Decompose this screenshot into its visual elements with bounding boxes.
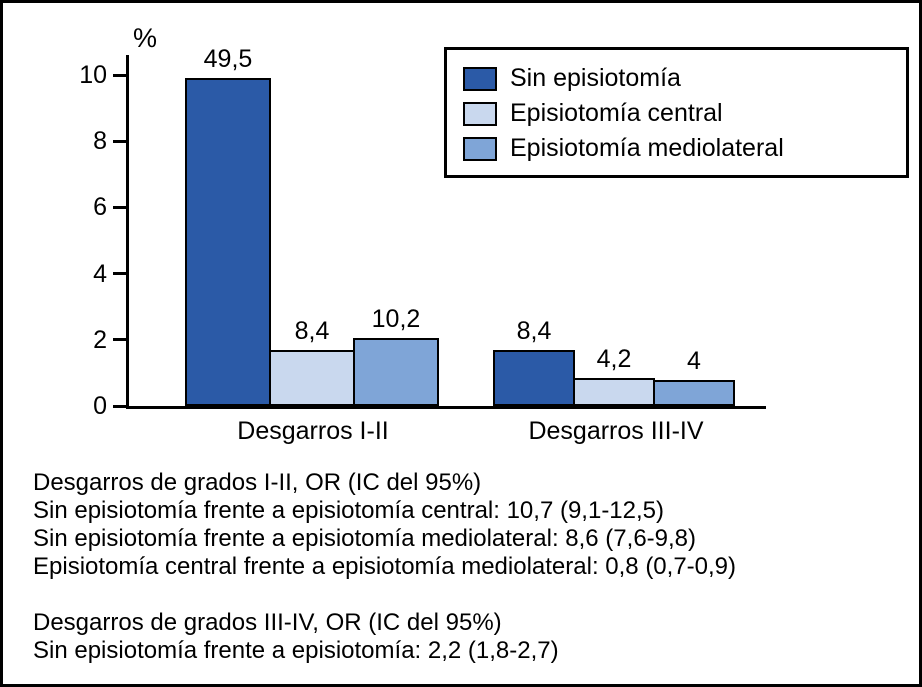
y-axis-unit-label: % xyxy=(133,23,158,53)
y-tick-label: 10 xyxy=(79,61,107,89)
footnote-line xyxy=(33,581,736,609)
bar-sin-episiotomia-desgarros-i-ii xyxy=(185,78,271,406)
bar-episiotomia-central-desgarros-i-ii xyxy=(269,350,355,406)
footnote-line: Desgarros de grados III-IV, OR (IC del 9… xyxy=(33,609,502,636)
footnotes: Desgarros de grados I-II, OR (IC del 95%… xyxy=(33,469,736,665)
footnote-line: Desgarros de grados I-II, OR (IC del 95%… xyxy=(33,469,482,496)
y-tick-label: 0 xyxy=(93,392,107,420)
bar-episiotomia-mediolateral-desgarros-i-ii xyxy=(353,338,439,406)
y-tick-mark xyxy=(113,272,127,276)
legend-swatch-icon xyxy=(463,136,497,161)
footnote-line: Sin episiotomía frente a episiotomía med… xyxy=(33,525,697,552)
footnote-line: Sin episiotomía frente a episiotomía cen… xyxy=(33,497,665,524)
bar-value-label: 8,4 xyxy=(294,317,330,346)
bar-value-label: 4,2 xyxy=(596,345,632,374)
bar-value-label: 8,4 xyxy=(516,317,552,346)
legend-swatch-icon xyxy=(463,101,497,126)
y-tick-label: 8 xyxy=(93,127,107,156)
bar-episiotomia-central-desgarros-iii-iv xyxy=(573,378,655,406)
legend-item-episiotomia-central: Episiotomía central xyxy=(463,96,906,131)
y-tick-mark xyxy=(113,139,127,143)
legend-swatch-icon xyxy=(463,66,497,91)
category-label-desgarros-iii-iv: Desgarros III-IV xyxy=(528,417,704,445)
bar-episiotomia-mediolateral-desgarros-iii-iv xyxy=(653,379,735,406)
legend-label: Episiotomía mediolateral xyxy=(510,134,784,162)
y-tick-label: 6 xyxy=(93,193,107,222)
x-axis-line xyxy=(126,406,766,409)
legend-item-episiotomia-mediolateral: Episiotomía mediolateral xyxy=(463,131,906,166)
legend-label: Episiotomía central xyxy=(510,99,723,127)
footnote-line: Sin episiotomía frente a episiotomía: 2,… xyxy=(33,637,559,664)
legend-label: Sin episiotomía xyxy=(510,64,681,92)
y-tick-label: 4 xyxy=(93,259,107,288)
bar-value-label: 10,2 xyxy=(371,305,421,334)
category-label-desgarros-i-ii: Desgarros I-II xyxy=(237,417,389,445)
y-tick-mark xyxy=(113,205,127,209)
y-tick-label: 2 xyxy=(93,325,107,354)
y-tick-mark xyxy=(113,73,127,77)
y-axis-line xyxy=(126,55,129,409)
bar-value-label: 4 xyxy=(687,346,701,375)
bar-value-label: 49,5 xyxy=(203,45,253,74)
y-tick-mark xyxy=(113,338,127,342)
legend: Sin episiotomía Episiotomía central Episio… xyxy=(444,47,909,178)
footnote-line: Episiotomía central frente a episiotomía… xyxy=(33,553,737,580)
legend-rows: Sin episiotomía Episiotomía central Episio… xyxy=(463,61,906,166)
legend-item-sin-episiotomia: Sin episiotomía xyxy=(463,61,906,96)
bar-sin-episiotomia-desgarros-iii-iv xyxy=(493,350,575,406)
y-tick-mark xyxy=(113,404,127,408)
